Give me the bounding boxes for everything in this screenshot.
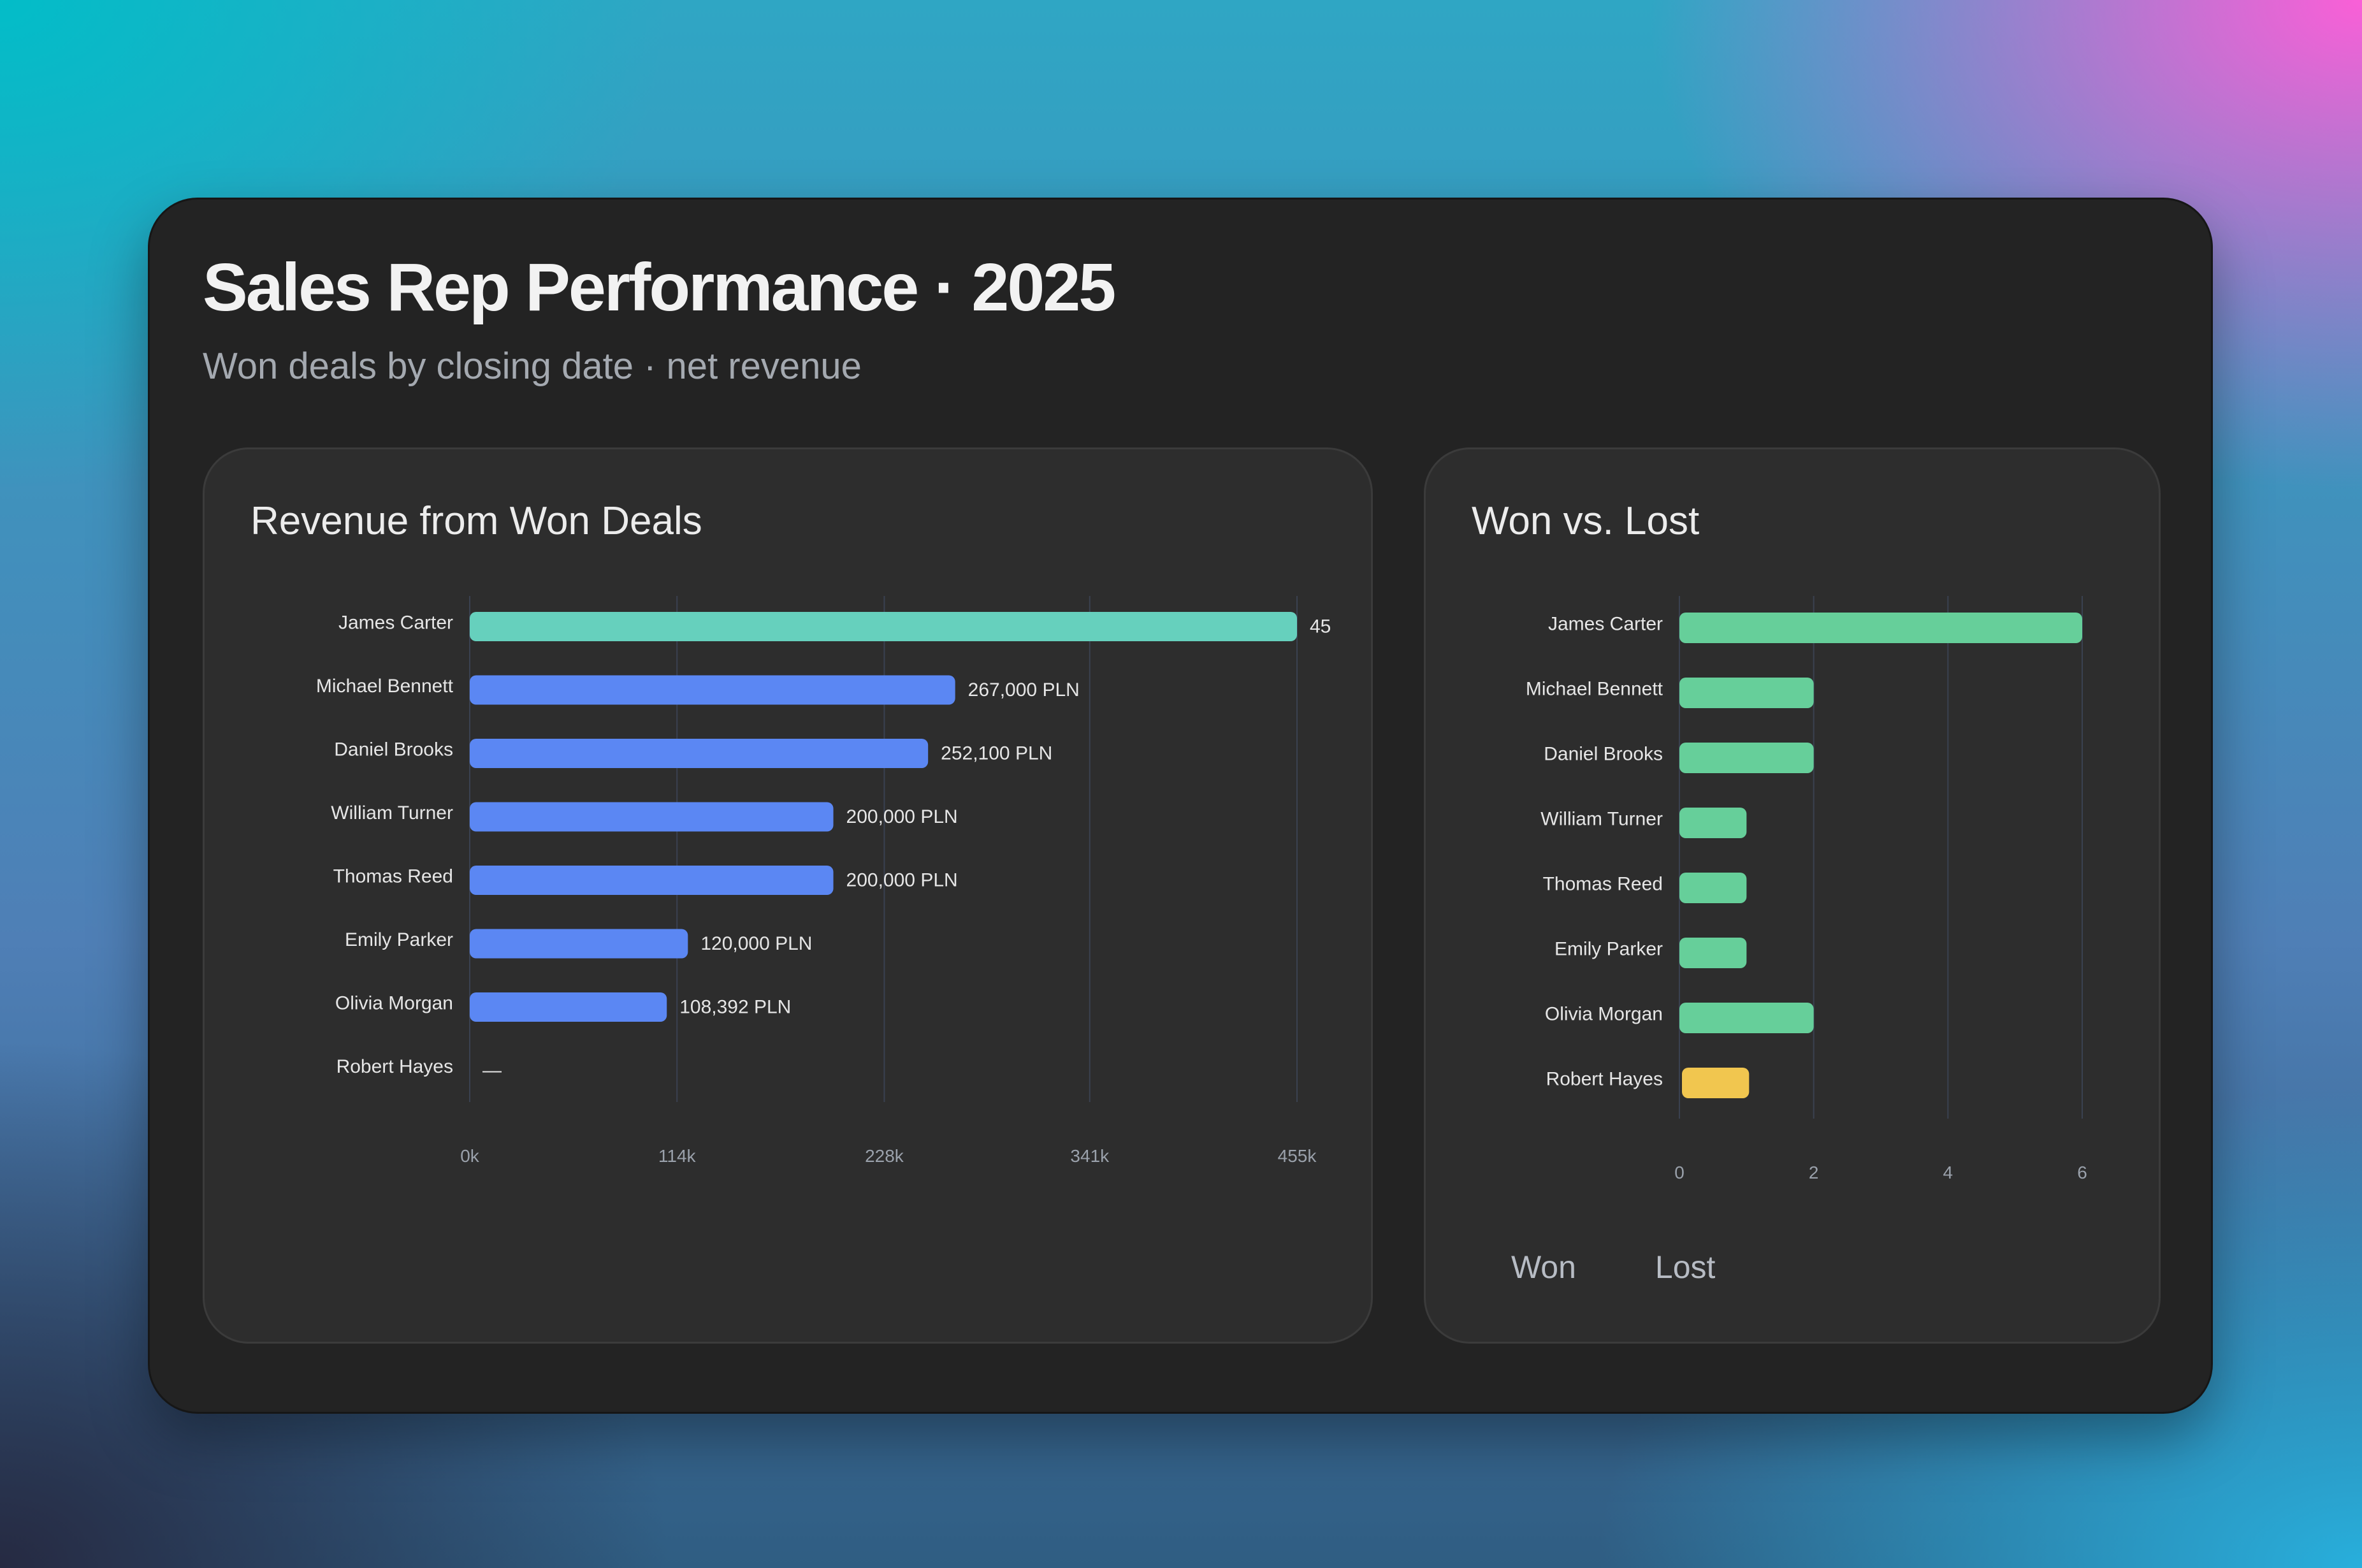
category-label-michael-bennett: Michael Bennett — [1526, 679, 1663, 700]
x-tick-label: 0 — [1674, 1163, 1685, 1182]
data-label: — — [482, 1060, 502, 1081]
category-label-william-turner: William Turner — [331, 802, 453, 824]
won-bar-michael-bennett — [1679, 678, 1814, 708]
data-label: 120,000 PLN — [700, 933, 812, 954]
won-bar-william-turner — [1679, 808, 1747, 838]
lost-bar-robert-hayes — [1682, 1068, 1750, 1098]
revenue-chart-panel: Revenue from Won Deals 0k 114k 228k 341k 455… — [203, 447, 1373, 1344]
revenue-bar-michael-bennett — [470, 675, 955, 705]
revenue-bar-william-turner — [470, 802, 834, 832]
x-tick-label: 455k — [1278, 1146, 1317, 1166]
category-label-robert-hayes: Robert Hayes — [337, 1056, 453, 1077]
category-label-emily-parker: Emily Parker — [345, 929, 453, 950]
data-label: 252,100 PLN — [941, 743, 1052, 764]
x-tick-label: 341k — [1070, 1146, 1110, 1166]
category-label-olivia-morgan: Olivia Morgan — [335, 993, 453, 1014]
category-label-thomas-reed: Thomas Reed — [1543, 874, 1663, 895]
x-tick-label: 4 — [1943, 1163, 1953, 1182]
data-label: 267,000 PLN — [968, 679, 1080, 701]
revenue-chart-title: Revenue from Won Deals — [250, 499, 702, 543]
category-label-thomas-reed: Thomas Reed — [333, 866, 453, 887]
won-lost-chart-title: Won vs. Lost — [1472, 499, 1700, 543]
category-label-william-turner: William Turner — [1540, 809, 1663, 830]
data-label: 200,000 PLN — [846, 806, 958, 827]
won-lost-legend: Won Lost — [1511, 1251, 1715, 1283]
revenue-bar-chart: 0k 114k 228k 341k 455k James Carter 45 Michael … — [316, 596, 1331, 1166]
x-tick-label: 6 — [2077, 1163, 2087, 1182]
revenue-bar-emily-parker — [470, 929, 688, 959]
won-lost-chart-panel: Won vs. Lost 0 2 4 6 James Carter Michael Ben… — [1424, 447, 2161, 1344]
category-label-james-carter: James Carter — [1548, 614, 1663, 635]
category-label-robert-hayes: Robert Hayes — [1546, 1069, 1663, 1090]
x-tick-label: 0k — [460, 1146, 480, 1166]
category-label-daniel-brooks: Daniel Brooks — [334, 739, 453, 760]
x-tick-label: 2 — [1809, 1163, 1819, 1182]
revenue-bar-thomas-reed — [470, 866, 834, 895]
won-bar-olivia-morgan — [1679, 1003, 1814, 1033]
category-label-james-carter: James Carter — [338, 613, 453, 634]
x-tick-label: 114k — [658, 1146, 697, 1166]
legend-item-lost[interactable]: Lost — [1655, 1249, 1716, 1285]
legend-item-won[interactable]: Won — [1511, 1249, 1576, 1285]
revenue-bar-olivia-morgan — [470, 992, 667, 1022]
won-bar-daniel-brooks — [1679, 743, 1814, 773]
won-bar-thomas-reed — [1679, 873, 1747, 903]
page-subtitle: Won deals by closing date · net revenue — [203, 345, 862, 387]
data-label: 108,392 PLN — [679, 997, 791, 1018]
won-bar-james-carter — [1679, 613, 2082, 643]
category-label-emily-parker: Emily Parker — [1554, 939, 1663, 960]
won-lost-bar-chart: 0 2 4 6 James Carter Michael Bennett Daniel Br… — [1526, 596, 2087, 1182]
data-label: 45 — [1310, 616, 1331, 637]
won-bar-emily-parker — [1679, 938, 1747, 968]
revenue-bar-james-carter — [470, 612, 1297, 641]
revenue-bar-daniel-brooks — [470, 739, 929, 768]
category-label-michael-bennett: Michael Bennett — [316, 676, 454, 697]
x-tick-label: 228k — [865, 1146, 904, 1166]
category-label-daniel-brooks: Daniel Brooks — [1544, 744, 1663, 765]
page-title: Sales Rep Performance · 2025 — [203, 250, 1116, 325]
data-label: 200,000 PLN — [846, 870, 958, 891]
category-label-olivia-morgan: Olivia Morgan — [1545, 1004, 1663, 1025]
